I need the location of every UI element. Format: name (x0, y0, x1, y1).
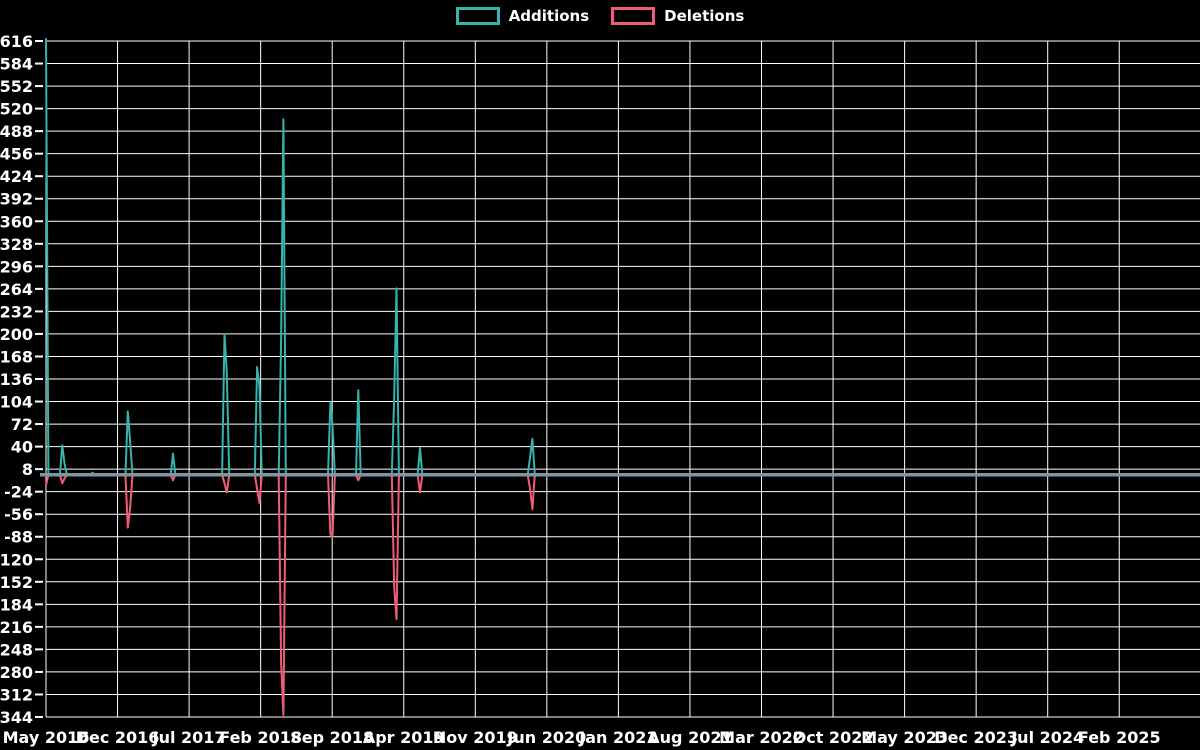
legend-item-additions[interactable]: Additions (455, 6, 590, 25)
y-tick-label: 136 (0, 370, 33, 389)
y-tick-label: -344 (0, 708, 33, 727)
y-tick-label: 360 (0, 212, 33, 231)
legend-label-deletions: Deletions (664, 6, 745, 25)
y-tick-label: -88 (4, 528, 33, 547)
y-tick-label: -56 (4, 505, 33, 524)
y-tick-label: -312 (0, 685, 33, 704)
x-tick-label: Jul 2024 (1010, 728, 1084, 747)
x-tick-label: May 2023 (861, 728, 948, 747)
x-tick-label: Feb 2018 (219, 728, 302, 747)
x-tick-label: Dec 2023 (934, 728, 1018, 747)
y-tick-label: 616 (0, 32, 33, 51)
y-tick-label: 552 (0, 77, 33, 96)
deletions-swatch-icon (611, 7, 656, 25)
y-tick-label: 72 (11, 415, 33, 434)
y-tick-label: 584 (0, 55, 33, 74)
x-tick-label: Jan 2021 (578, 728, 657, 747)
x-tick-label: Feb 2025 (1078, 728, 1161, 747)
x-tick-label: Aug 2021 (647, 728, 732, 747)
x-tick-label: Jun 2020 (506, 728, 586, 747)
x-tick-label: Apr 2019 (363, 728, 445, 747)
legend: Additions Deletions (0, 7, 1200, 25)
y-tick-label: 392 (0, 190, 33, 209)
x-tick-label: Mar 2022 (719, 728, 804, 747)
y-tick-label: -24 (4, 483, 33, 502)
x-tick-label: Sep 2018 (290, 728, 374, 747)
y-tick-label: -248 (0, 640, 33, 659)
y-tick-label: 296 (0, 257, 33, 276)
x-tick-label: Nov 2019 (433, 728, 518, 747)
y-tick-label: 232 (0, 302, 33, 321)
x-tick-label: Oct 2022 (793, 728, 874, 747)
y-tick-label: 104 (0, 393, 33, 412)
y-tick-label: 264 (0, 280, 33, 299)
legend-label-additions: Additions (508, 6, 590, 25)
additions-line (45, 38, 1200, 476)
y-tick-label: 456 (0, 145, 33, 164)
y-tick-label: 168 (0, 347, 33, 366)
y-tick-label: 520 (0, 100, 33, 119)
y-tick-label: -184 (0, 595, 33, 614)
additions-swatch-icon (455, 7, 500, 25)
y-tick-label: 424 (0, 167, 33, 186)
y-tick-label: -280 (0, 663, 33, 682)
y-tick-label: 8 (22, 460, 33, 479)
y-tick-label: 200 (0, 325, 33, 344)
legend-item-deletions[interactable]: Deletions (611, 7, 744, 25)
y-tick-label: 328 (0, 235, 33, 254)
x-tick-label: Jul 2017 (152, 728, 226, 747)
y-tick-label: -152 (0, 573, 33, 592)
y-tick-label: 488 (0, 122, 33, 141)
y-tick-label: -216 (0, 618, 33, 637)
x-tick-label: Dec 2016 (76, 728, 160, 747)
y-tick-label: -120 (0, 550, 33, 569)
y-tick-label: 40 (11, 438, 33, 457)
x-tick-label: May 2016 (3, 728, 90, 747)
deletions-line (45, 473, 1200, 716)
